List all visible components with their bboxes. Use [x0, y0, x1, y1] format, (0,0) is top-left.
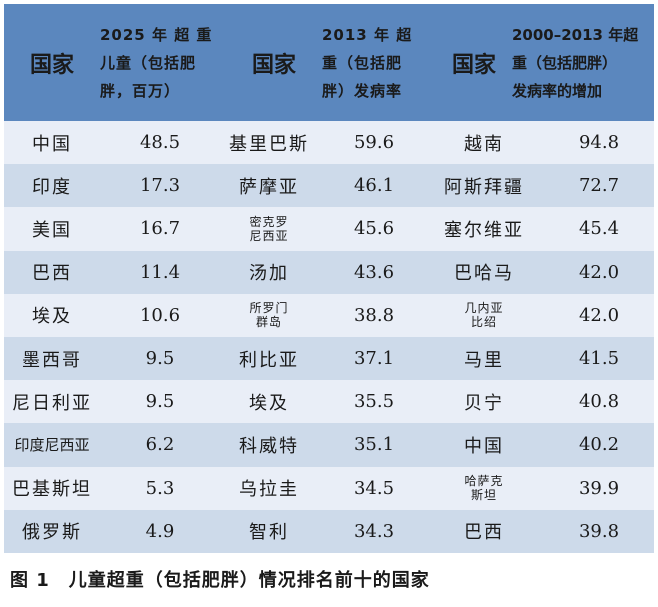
value-cell: 41.5	[578, 348, 620, 370]
value-cell: 38.8	[353, 304, 395, 326]
country-cell: 中国	[32, 133, 72, 155]
value-cell: 94.8	[578, 132, 620, 154]
country-cell: 密克罗 尼西亚	[249, 214, 289, 243]
ranking-table: 国家 2025 年 超 重 儿童（包括肥 胖，百万） 国家 2013 年 超 重…	[4, 4, 654, 553]
value-cell: 39.9	[578, 477, 620, 499]
value-cell: 11.4	[139, 261, 181, 283]
value-cell: 34.3	[353, 520, 395, 542]
country-cell: 贝宁	[464, 392, 504, 414]
value-cell: 48.5	[139, 132, 181, 154]
country-cell: 印度尼西亚	[14, 436, 90, 455]
country-cell: 马里	[464, 349, 504, 371]
value-cell: 10.6	[139, 304, 181, 326]
value-cell: 34.5	[353, 477, 395, 499]
table-header: 国家 2025 年 超 重 儿童（包括肥 胖，百万） 国家 2013 年 超 重…	[4, 4, 654, 121]
header-increase-line1: 2000–2013 年超	[512, 25, 639, 44]
value-cell: 9.5	[145, 391, 175, 413]
country-cell: 巴西	[464, 522, 504, 544]
header-2000-2013-increase: 2000–2013 年超 重（包括肥胖） 发病率的增加	[512, 4, 654, 121]
country-cell: 美国	[32, 219, 72, 241]
value-cell: 35.1	[353, 434, 395, 456]
country-cell: 所罗门 群岛	[249, 301, 289, 330]
value-cell: 9.5	[145, 348, 175, 370]
value-cell: 35.5	[353, 391, 395, 413]
table-row: 美国 16.7 密克罗 尼西亚 45.6 塞尔维亚 45.4	[4, 207, 654, 251]
header-2025-line2: 儿童（包括肥	[100, 53, 197, 72]
value-cell: 5.3	[145, 477, 175, 499]
table-row: 巴西 11.4 汤加 43.6 巴哈马 42.0	[4, 250, 654, 294]
country-cell: 乌拉圭	[239, 479, 299, 501]
value-cell: 16.7	[139, 218, 181, 240]
country-cell: 中国	[464, 435, 504, 457]
value-cell: 42.0	[578, 304, 620, 326]
country-cell: 利比亚	[239, 349, 299, 371]
country-cell: 埃及	[32, 306, 72, 328]
table-row: 印度尼西亚 6.2 科威特 35.1 中国 40.2	[4, 423, 654, 467]
header-2013-line3: 胖）发病率	[322, 81, 403, 100]
figure-caption: 图 1 儿童超重（包括肥胖）情况排名前十的国家	[10, 570, 430, 591]
header-2025-line3: 胖，百万）	[100, 81, 181, 100]
value-cell: 43.6	[353, 261, 395, 283]
value-cell: 17.3	[139, 175, 181, 197]
value-cell: 46.1	[353, 175, 395, 197]
country-cell: 巴哈马	[454, 263, 514, 285]
value-cell: 72.7	[578, 175, 620, 197]
header-2013-prevalence: 2013 年 超 重（包括肥 胖）发病率	[322, 4, 438, 121]
table-row: 墨西哥 9.5 利比亚 37.1 马里 41.5	[4, 337, 654, 381]
country-cell: 俄罗斯	[22, 522, 82, 544]
country-cell: 几内亚 比绍	[464, 301, 504, 330]
country-cell: 哈萨克 斯坦	[464, 474, 504, 503]
country-cell: 越南	[464, 133, 504, 155]
value-cell: 42.0	[578, 261, 620, 283]
country-cell: 墨西哥	[22, 349, 82, 371]
country-cell: 科威特	[239, 435, 299, 457]
table-row: 尼日利亚 9.5 埃及 35.5 贝宁 40.8	[4, 380, 654, 424]
value-cell: 4.9	[145, 520, 175, 542]
country-cell: 智利	[249, 522, 289, 544]
header-2013-line1: 2013 年 超	[322, 25, 413, 44]
value-cell: 40.8	[578, 391, 620, 413]
country-cell: 阿斯拜疆	[444, 176, 524, 198]
header-increase-line3: 发病率的增加	[512, 81, 603, 100]
header-2025-overweight-children: 2025 年 超 重 儿童（包括肥 胖，百万）	[100, 4, 234, 121]
header-country-2: 国家	[251, 52, 296, 78]
header-country-1: 国家	[29, 52, 74, 78]
table-row: 中国 48.5 基里巴斯 59.6 越南 94.8	[4, 121, 654, 165]
value-cell: 39.8	[578, 520, 620, 542]
country-cell: 巴基斯坦	[12, 479, 92, 501]
country-cell: 汤加	[249, 263, 289, 285]
value-cell: 40.2	[578, 434, 620, 456]
value-cell: 37.1	[353, 348, 395, 370]
table-row: 印度 17.3 萨摩亚 46.1 阿斯拜疆 72.7	[4, 164, 654, 208]
header-increase-line2: 重（包括肥胖）	[512, 53, 618, 72]
table-body: 中国 48.5 基里巴斯 59.6 越南 94.8 印度 17.3 萨摩亚 46.1 阿斯拜疆 72.…	[4, 121, 654, 553]
table-row: 俄罗斯 4.9 智利 34.3 巴西 39.8	[4, 509, 654, 553]
value-cell: 45.4	[578, 218, 620, 240]
country-cell: 埃及	[249, 392, 289, 414]
header-2025-line1: 2025 年 超 重	[100, 25, 213, 44]
country-cell: 萨摩亚	[239, 176, 299, 198]
table-row: 埃及 10.6 所罗门 群岛 38.8 几内亚 比绍 42.0	[4, 293, 654, 337]
value-cell: 6.2	[145, 434, 175, 456]
country-cell: 塞尔维亚	[444, 219, 524, 241]
header-2013-line2: 重（包括肥	[322, 53, 403, 72]
country-cell: 尼日利亚	[12, 392, 92, 414]
value-cell: 45.6	[353, 218, 395, 240]
country-cell: 印度	[32, 176, 72, 198]
table-row: 巴基斯坦 5.3 乌拉圭 34.5 哈萨克 斯坦 39.9	[4, 466, 654, 510]
header-country-3: 国家	[451, 52, 496, 78]
country-cell: 巴西	[32, 263, 72, 285]
country-cell: 基里巴斯	[229, 133, 309, 155]
value-cell: 59.6	[353, 132, 395, 154]
